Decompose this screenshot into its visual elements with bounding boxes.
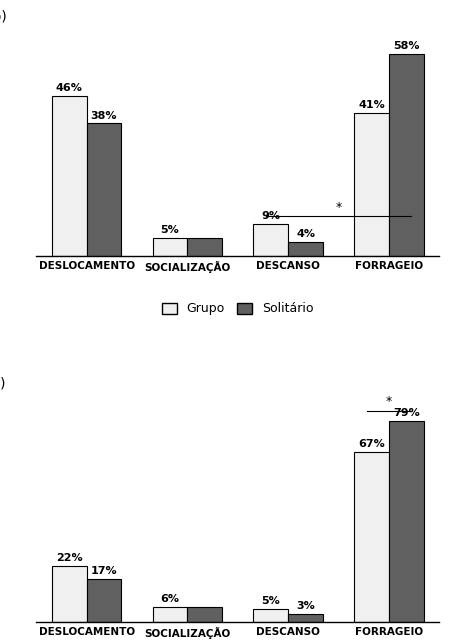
Bar	[253, 224, 288, 256]
Bar	[188, 606, 222, 622]
Text: *: *	[336, 201, 342, 214]
Bar	[354, 113, 389, 256]
Bar	[389, 421, 424, 622]
Bar	[52, 566, 87, 622]
Bar	[153, 238, 188, 256]
Bar	[389, 54, 424, 256]
Text: 5%: 5%	[261, 596, 280, 606]
Text: 17%: 17%	[91, 566, 117, 576]
Text: 67%: 67%	[358, 438, 385, 449]
Text: (b): (b)	[0, 10, 8, 24]
Text: 41%: 41%	[358, 100, 385, 110]
Text: 5%: 5%	[161, 225, 179, 235]
Text: 79%: 79%	[393, 408, 420, 418]
Bar	[52, 96, 87, 256]
Bar	[288, 614, 323, 622]
Bar	[87, 579, 121, 622]
Bar	[87, 124, 121, 256]
Text: 9%: 9%	[261, 212, 280, 221]
Legend: Grupo, Solitário: Grupo, Solitário	[162, 303, 314, 315]
Text: 46%: 46%	[56, 83, 82, 93]
Text: 4%: 4%	[296, 229, 315, 239]
Text: *: *	[386, 395, 392, 408]
Bar	[354, 451, 389, 622]
Text: 6%: 6%	[160, 594, 179, 604]
Text: (c): (c)	[0, 376, 6, 390]
Text: 3%: 3%	[296, 601, 315, 612]
Bar	[253, 609, 288, 622]
Bar	[188, 238, 222, 256]
Text: 58%: 58%	[393, 41, 419, 51]
Bar	[288, 242, 323, 256]
Text: 38%: 38%	[91, 111, 117, 121]
Bar	[153, 606, 188, 622]
Text: 22%: 22%	[56, 553, 82, 563]
